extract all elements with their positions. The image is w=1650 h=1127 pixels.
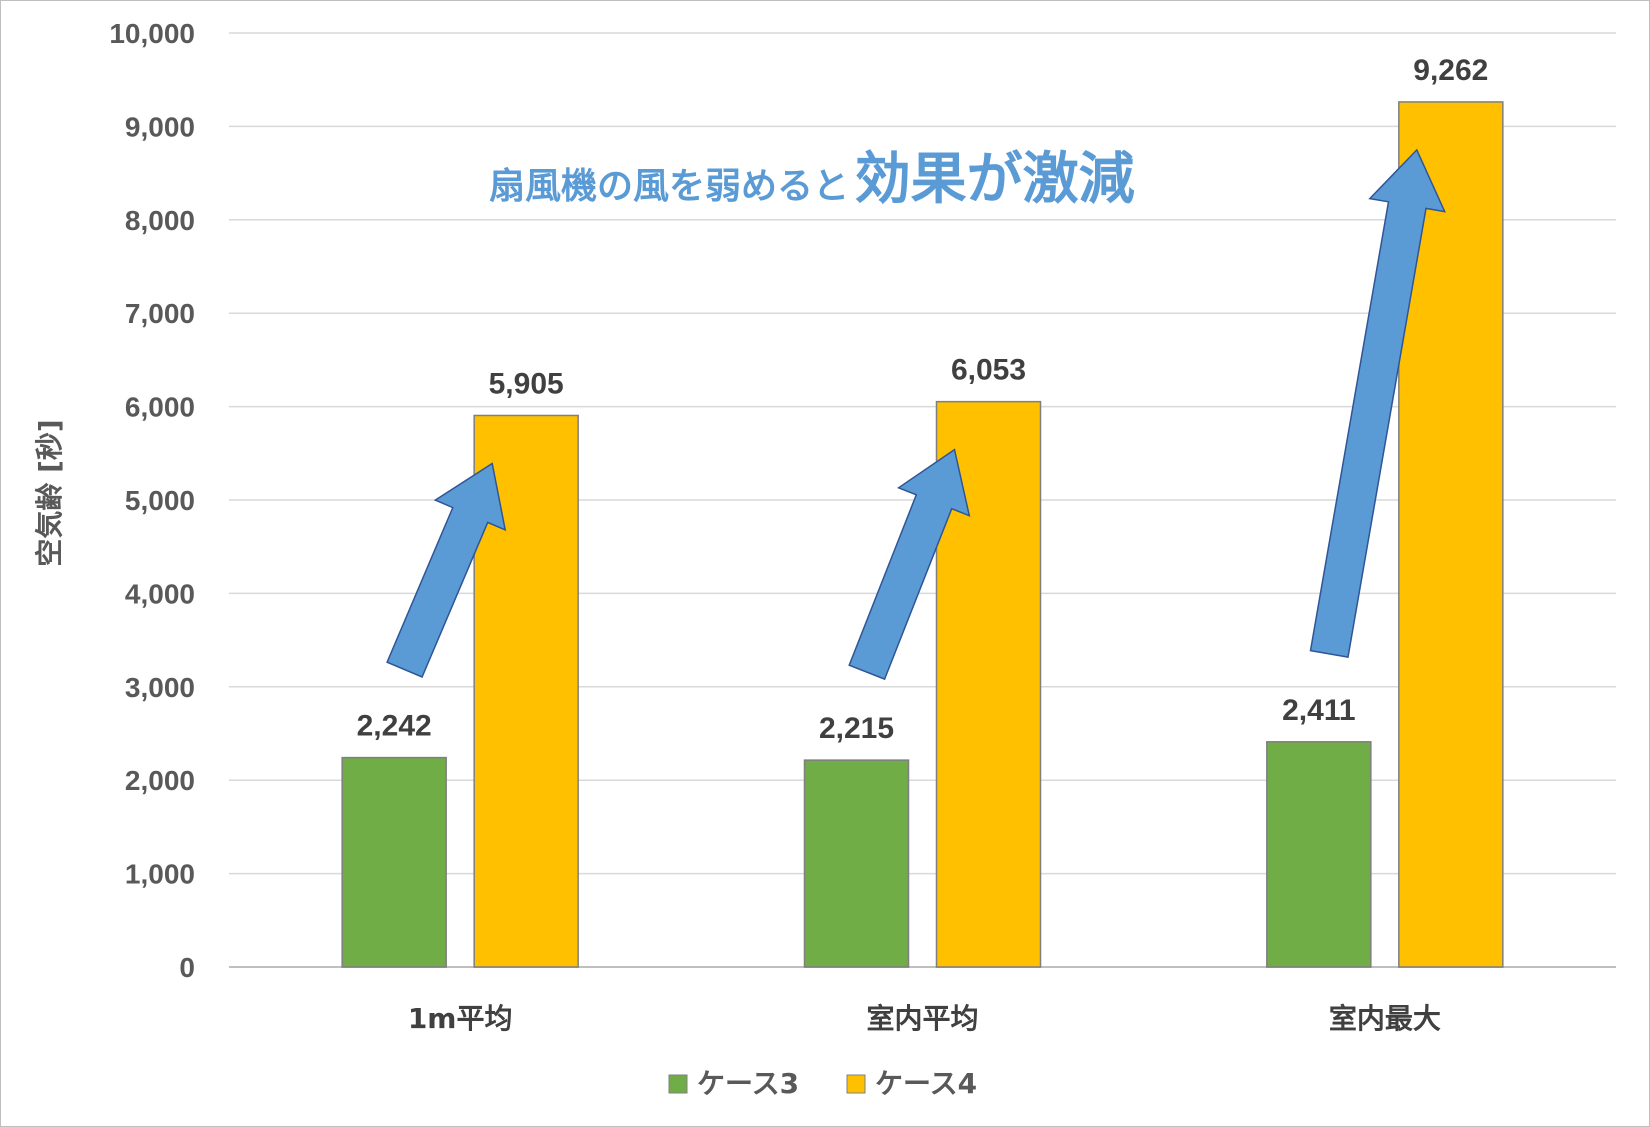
data-label: 5,905	[489, 367, 564, 400]
category-label: 室内平均	[866, 1002, 978, 1035]
y-tick-label: 9,000	[125, 111, 195, 142]
legend-label-series-1: ケース4	[875, 1067, 977, 1100]
y-tick-label: 2,000	[125, 765, 195, 796]
data-label: 2,242	[357, 710, 432, 743]
annotation-prefix: 扇風機の風を弱めると	[489, 166, 849, 207]
data-label: 9,262	[1413, 54, 1488, 87]
data-label: 2,215	[819, 712, 894, 745]
trend-arrow	[848, 448, 971, 681]
data-label: 2,411	[1282, 694, 1355, 727]
legend-swatch-series-1	[846, 1074, 866, 1094]
bar-series-0	[341, 756, 447, 968]
y-tick-label: 8,000	[125, 205, 195, 236]
trend-arrow	[386, 462, 507, 678]
category-label: 室内最大	[1329, 1002, 1441, 1035]
y-tick-label: 5,000	[125, 485, 195, 516]
data-labels: 2,242 5,905 2,215 6,053 2,411 9,262	[357, 54, 1489, 745]
y-tick-label: 6,000	[125, 392, 195, 423]
legend: ケース3 ケース4	[668, 1067, 977, 1100]
y-tick-label: 3,000	[125, 672, 195, 703]
y-tick-label: 7,000	[125, 298, 195, 329]
y-axis-ticks: 0 1,000 2,000 3,000 4,000 5,000 6,000 7,000 8,00…	[109, 18, 195, 983]
y-tick-label: 0	[179, 952, 195, 983]
legend-label-series-0: ケース3	[697, 1067, 799, 1100]
legend-swatch-series-0	[668, 1074, 688, 1094]
arrows	[386, 148, 1446, 681]
data-label: 6,053	[951, 354, 1026, 387]
y-tick-label: 1,000	[125, 859, 195, 890]
y-tick-label: 10,000	[109, 18, 195, 49]
category-labels: 1m平均 室内平均 室内最大	[408, 1002, 1441, 1035]
annotation-text: 扇風機の風を弱めると 効果が激減	[489, 147, 1135, 212]
bar-series-0	[803, 759, 910, 968]
y-axis-title: 空気齢 [秒]	[33, 419, 66, 566]
category-label: 1m平均	[408, 1002, 513, 1035]
bar-series-0	[1266, 741, 1372, 968]
y-tick-label: 4,000	[125, 578, 195, 609]
trend-arrow	[1309, 148, 1446, 658]
annotation-emphasis: 効果が激減	[855, 147, 1135, 212]
